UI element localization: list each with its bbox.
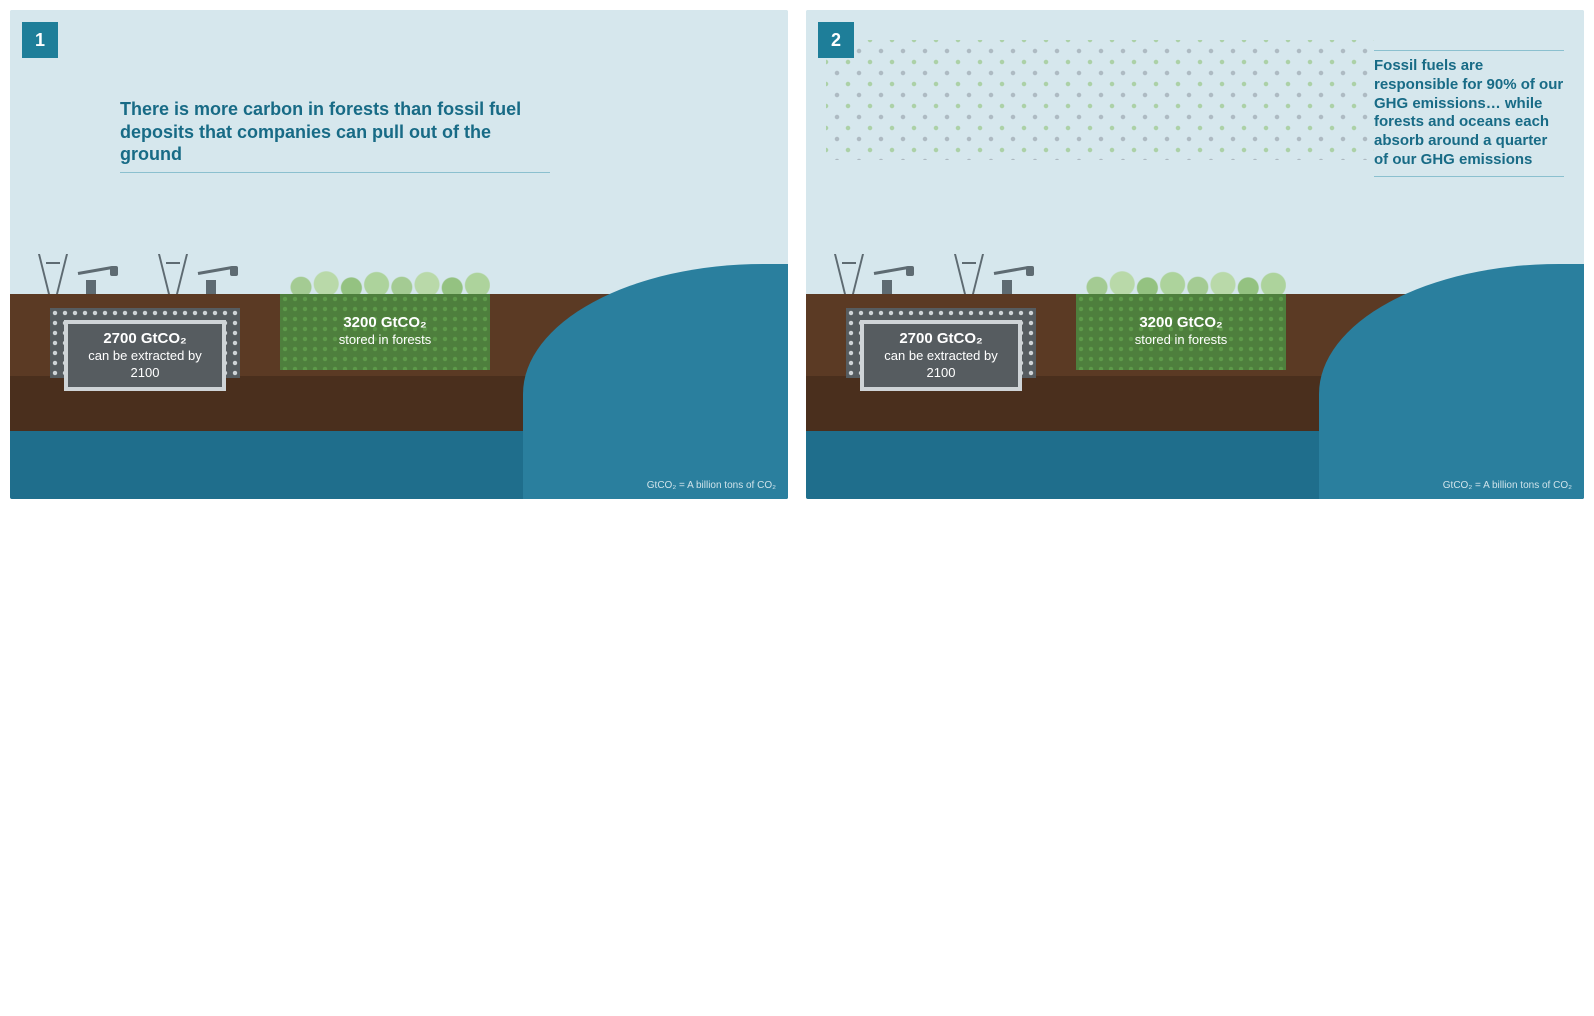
pumpjack-icon (200, 270, 234, 294)
footnote: GtCO₂ = A billion tons of CO₂ (647, 480, 776, 491)
oil-derrick-icon (40, 254, 66, 294)
forest-store-label: 3200 GtCO₂stored in forests (310, 308, 460, 355)
oil-derrick-icon (836, 254, 862, 294)
panel-number-badge: 2 (818, 22, 854, 58)
pumpjack-icon (876, 270, 910, 294)
panel-headline: There is more carbon in forests than fos… (120, 98, 550, 173)
oil-derrick-icon (956, 254, 982, 294)
oil-derrick-icon (160, 254, 186, 294)
fossil-deposit-label: 2700 GtCO₂can be extracted by 2100 (860, 320, 1022, 391)
forest-canopy (280, 260, 490, 294)
emissions-cloud (826, 40, 1374, 160)
forest-canopy (1076, 260, 1286, 294)
footnote: GtCO₂ = A billion tons of CO₂ (1443, 480, 1572, 491)
panel-3 (10, 517, 788, 1006)
pumpjack-icon (80, 270, 114, 294)
panel-1: 1 There is more carbon in forests than fo… (10, 10, 788, 499)
fossil-deposit-label: 2700 GtCO₂can be extracted by 2100 (64, 320, 226, 391)
panel-headline: Fossil fuels are responsible for 90% of … (1374, 50, 1564, 177)
panel-2: 2 Fossil fuels are responsible for 90% of… (806, 10, 1584, 499)
panel-4 (806, 517, 1584, 1006)
pumpjack-icon (996, 270, 1030, 294)
panel-number-badge: 1 (22, 22, 58, 58)
forest-store-label: 3200 GtCO₂stored in forests (1106, 308, 1256, 355)
